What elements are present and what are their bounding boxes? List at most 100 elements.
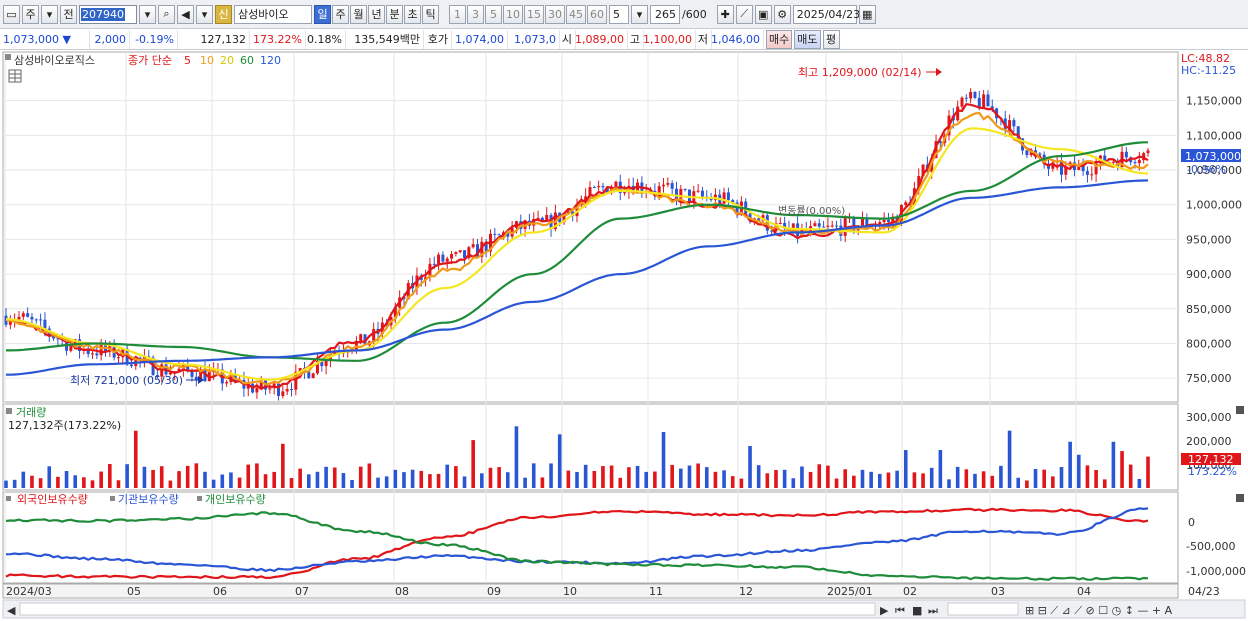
calendar-icon[interactable]: ▦ xyxy=(858,4,876,24)
volume-bar xyxy=(903,450,908,488)
sell-button[interactable]: 매도 xyxy=(794,29,821,49)
scrollbar-track[interactable] xyxy=(19,602,876,616)
save-icon[interactable]: ▣ xyxy=(754,4,772,24)
date-input[interactable]: 2025/04/23 xyxy=(792,4,860,24)
speaker-icon[interactable]: ◀ xyxy=(177,4,194,24)
stock-code-input[interactable]: 207940 xyxy=(79,4,137,24)
gear-icon[interactable]: ⚙ xyxy=(773,4,791,24)
volume-bar xyxy=(497,467,501,488)
interval-tab-5[interactable]: 5 xyxy=(485,4,502,24)
candle-body xyxy=(285,389,289,392)
crosshair-icon[interactable]: ✚ xyxy=(716,4,734,24)
volume-bar xyxy=(462,476,467,488)
candle-body xyxy=(977,97,981,108)
window-icon[interactable]: ▭ xyxy=(3,4,20,24)
volume-bar xyxy=(298,468,302,488)
chevron-down-icon[interactable]: ▾ xyxy=(631,4,648,24)
zoom-slider[interactable] xyxy=(947,602,1019,616)
interval-tab-1[interactable]: 1 xyxy=(449,4,466,24)
period-tab-1[interactable]: 주 xyxy=(332,4,349,24)
chevron-down-icon[interactable]: ▾ xyxy=(196,4,213,24)
period-tab-0[interactable]: 일 xyxy=(314,4,331,24)
stock-chart[interactable]: 삼성바이오로직스 종가 단순 5 10 20 60 120 LC:48.82 H… xyxy=(0,51,1248,621)
trend-tool-icon[interactable]: ⟋ xyxy=(735,4,753,24)
candle-body xyxy=(56,338,60,340)
candle-body xyxy=(917,176,921,189)
volume-bar xyxy=(1137,479,1142,488)
volume-bar xyxy=(670,464,674,488)
interval-input[interactable]: 5 xyxy=(609,4,629,24)
date-axis-label: 03 xyxy=(991,585,1005,598)
holding-close-icon[interactable] xyxy=(1236,494,1244,502)
volume-close-icon[interactable] xyxy=(1236,406,1244,414)
candle-body xyxy=(1103,155,1107,165)
count-input[interactable]: 265 xyxy=(650,4,680,24)
volume-bar xyxy=(1068,441,1072,488)
code-dropdown-icon[interactable]: ▾ xyxy=(139,4,156,24)
tool-icons[interactable]: ⊞ ⊟ ⟋ ⊿ ⟋ ⊘ ☐ ◷ ↕ — + A xyxy=(1025,604,1173,617)
date-axis-label: 08 xyxy=(395,585,409,598)
candle-body xyxy=(592,187,596,189)
candle-body xyxy=(964,97,968,99)
amount-value: 135,549백만 xyxy=(346,29,424,49)
first-page-icon[interactable]: ⏮ xyxy=(895,604,905,617)
candle-body xyxy=(1025,150,1029,156)
volume-bar xyxy=(480,473,484,488)
new-badge[interactable]: 신 xyxy=(215,4,232,24)
candle-body xyxy=(441,254,445,262)
interval-tab-10[interactable]: 10 xyxy=(503,4,523,24)
period-tab-2[interactable]: 월 xyxy=(350,4,367,24)
prev-button[interactable]: 전 xyxy=(60,4,77,24)
interval-tab-30[interactable]: 30 xyxy=(545,4,565,24)
candle-body xyxy=(990,106,994,109)
low-label: 저 xyxy=(696,29,712,49)
period-tab-5[interactable]: 초 xyxy=(404,4,421,24)
volume-bar xyxy=(739,478,744,488)
volume-bar xyxy=(350,480,354,488)
candle-body xyxy=(34,319,38,321)
volume-bar xyxy=(505,472,510,488)
volume-bar xyxy=(263,474,268,488)
date-axis-label: 2025/01 xyxy=(827,585,873,598)
candle-body xyxy=(17,316,21,320)
volume-ratio: 173.22% xyxy=(250,29,306,49)
holding-label-indiv: 개인보유수량 xyxy=(205,493,266,506)
candle-body xyxy=(674,188,678,200)
period-tab-4[interactable]: 분 xyxy=(386,4,403,24)
interval-tab-60[interactable]: 60 xyxy=(587,4,607,24)
buy-button[interactable]: 매수 xyxy=(766,29,793,49)
volume-value-label: 127,132주(173.22%) xyxy=(8,419,121,432)
volume-bar xyxy=(791,478,796,488)
current-price-tag xyxy=(1181,149,1241,162)
search-icon[interactable]: ⌕ xyxy=(158,4,175,24)
candle-body xyxy=(194,376,198,381)
chevron-down-icon[interactable]: ▾ xyxy=(41,4,58,24)
eval-button[interactable]: 평 xyxy=(822,29,840,49)
volume-bar xyxy=(687,465,692,488)
volume-bar xyxy=(973,473,977,488)
candle-body xyxy=(190,370,194,377)
interval-tab-45[interactable]: 45 xyxy=(566,4,586,24)
volume-bar xyxy=(332,467,337,488)
last-page-icon[interactable]: ⏭ xyxy=(928,604,938,617)
candle-body xyxy=(506,232,510,237)
candle-body xyxy=(757,218,761,221)
interval-tab-15[interactable]: 15 xyxy=(524,4,544,24)
interval-tab-3[interactable]: 3 xyxy=(467,4,484,24)
period-tab-3[interactable]: 년 xyxy=(368,4,385,24)
scroll-left-icon[interactable]: ◀ xyxy=(7,604,16,617)
volume-bar xyxy=(800,466,804,488)
high-value: 1,100,00 xyxy=(643,29,696,49)
period-tab-6[interactable]: 틱 xyxy=(422,4,439,24)
candle-body xyxy=(960,97,964,107)
legend-ma120: 120 xyxy=(260,54,281,67)
candle-body xyxy=(722,192,726,204)
type-select[interactable]: 주 xyxy=(22,4,39,24)
stop-icon[interactable]: ■ xyxy=(912,604,922,617)
candle-body xyxy=(679,188,683,200)
volume-bar xyxy=(531,463,536,488)
bid1-value: 1,074,00 xyxy=(452,29,508,49)
scroll-right-icon[interactable]: ▶ xyxy=(880,604,889,617)
volume-bar xyxy=(635,465,640,488)
candle-body xyxy=(298,368,302,372)
